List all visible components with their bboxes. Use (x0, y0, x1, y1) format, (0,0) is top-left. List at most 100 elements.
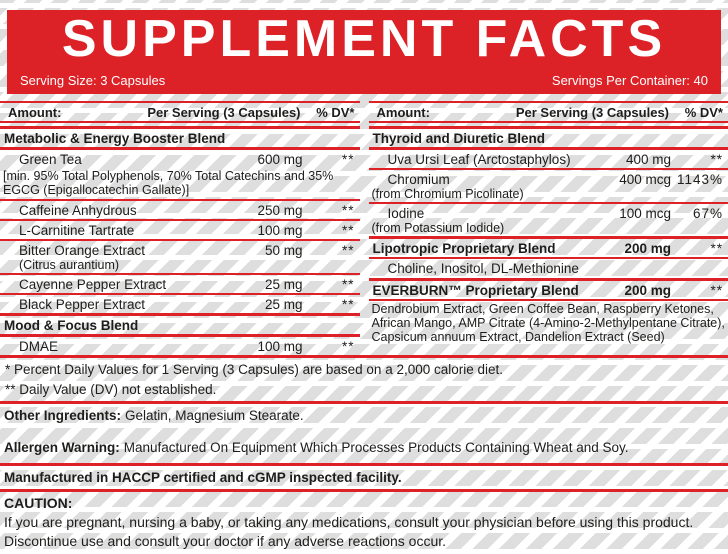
red-divider (0, 101, 360, 103)
ingredient-name: DMAE (19, 339, 59, 354)
facts-column-right: Amount: Per Serving (3 Capsules) % DV* Thyr… (368, 101, 728, 346)
amount-header: Amount: (8, 105, 62, 120)
red-divider (0, 273, 360, 275)
red-divider (0, 355, 728, 358)
caution-text: If you are pregnant, nursing a baby, or … (4, 514, 694, 549)
red-divider (0, 121, 360, 123)
ingredient-row: Green Tea 600 mg ** (0, 150, 360, 168)
column-header-row: Amount: Per Serving (3 Capsules) % DV* (0, 103, 360, 121)
red-divider (368, 278, 728, 281)
ingredient-row: Black Pepper Extract 25 mg ** (0, 295, 360, 313)
ingredient-dv: ** (341, 243, 355, 258)
ingredient-dv: ** (341, 203, 355, 218)
ingredient-amount: 100 mg (257, 223, 303, 238)
red-divider (368, 101, 728, 103)
ingredient-dv: ** (341, 277, 355, 292)
allergen-warning-label: Allergen Warning: (4, 440, 120, 455)
ingredient-dv: ** (710, 241, 723, 256)
allergen-warning-text: Manufactured On Equipment Which Processe… (123, 440, 629, 455)
ingredient-dv: ** (710, 152, 723, 167)
ingredient-dv: 1143% (676, 172, 723, 187)
ingredient-amount: 50 mg (264, 243, 303, 258)
red-divider (0, 199, 360, 201)
facts-columns: Amount: Per Serving (3 Capsules) % DV* Meta… (0, 101, 728, 355)
ingredient-amount: 400 mcg (619, 172, 671, 187)
ingredient-name: Lipotropic Proprietary Blend (372, 241, 556, 256)
red-divider (368, 202, 728, 204)
other-ingredients-label: Other Ingredients: (4, 408, 122, 423)
red-divider (368, 121, 728, 123)
red-divider (0, 126, 360, 129)
ingredient-name: Uva Ursi Leaf (Arctostaphylos) (387, 152, 571, 167)
ingredient-name: Black Pepper Extract (19, 297, 146, 312)
red-divider (0, 147, 360, 150)
column-header-row: Amount: Per Serving (3 Capsules) % DV* (369, 103, 728, 121)
ingredient-row: Caffeine Anhydrous 250 mg ** (0, 201, 360, 219)
ingredient-dv: ** (341, 339, 355, 354)
amount-header: Amount: (376, 105, 430, 120)
serving-info-row: Serving Size: 3 Capsules Servings Per Co… (20, 73, 708, 88)
red-divider (368, 168, 728, 170)
red-divider (0, 239, 360, 241)
allergen-warning-line: Allergen Warning: Manufactured On Equipme… (0, 436, 728, 463)
ingredient-row: Cayenne Pepper Extract 25 mg ** (0, 275, 360, 293)
ingredient-amount: 25 mg (264, 277, 303, 292)
ingredient-row: EVERBURN™ Proprietary Blend 200 mg ** (369, 281, 728, 299)
ingredient-amount: 25 mg (264, 297, 303, 312)
ingredient-subname: (Citrus aurantium) (19, 258, 120, 272)
caution-label: CAUTION: (4, 495, 73, 511)
ingredient-amount: 200 mg (624, 241, 671, 256)
blend-section-header: Metabolic & Energy Booster Blend (4, 131, 226, 146)
facts-column-left: Amount: Per Serving (3 Capsules) % DV* Meta… (0, 101, 360, 355)
ingredient-subname: (from Chromium Picolinate) (371, 187, 524, 201)
other-ingredients-text: Gelatin, Magnesium Stearate. (125, 408, 304, 423)
per-serving-header: Per Serving (3 Capsules) (515, 105, 669, 120)
ingredient-name: Caffeine Anhydrous (19, 203, 137, 218)
ingredient-dv: ** (341, 297, 355, 312)
red-divider (368, 126, 728, 129)
ingredient-name: Bitter Orange Extract (Citrus aurantium) (0, 243, 223, 272)
ingredient-name: L-Carnitine Tartrate (19, 223, 135, 238)
ingredient-amount: 400 mg (625, 152, 671, 167)
ingredient-name: EVERBURN™ Proprietary Blend (372, 283, 579, 298)
ingredient-row: Iodine (from Potassium Iodide) 100 mcg 67% (369, 204, 728, 236)
red-divider (0, 334, 360, 337)
red-divider (368, 147, 728, 150)
red-divider (0, 401, 728, 404)
ingredient-name: Cayenne Pepper Extract (19, 277, 167, 292)
page-title: SUPPLEMENT FACTS (61, 10, 667, 68)
other-ingredients-line: Other Ingredients: Gelatin, Magnesium Ste… (0, 404, 728, 436)
ingredient-amount: 200 mg (624, 283, 671, 298)
ingredient-row: Chromium (from Chromium Picolinate) 400 mc… (369, 170, 728, 202)
ingredient-row: Uva Ursi Leaf (Arctostaphylos) 400 mg ** (369, 150, 728, 168)
ingredient-dv: 67% (692, 206, 723, 221)
ingredient-amount: 250 mg (257, 203, 303, 218)
ingredient-row: Bitter Orange Extract (Citrus aurantium) 5… (0, 241, 360, 273)
red-divider (368, 299, 728, 301)
servings-per-container-text: Servings Per Container: 40 (551, 73, 708, 88)
ingredient-amount: 100 mcg (619, 206, 671, 221)
ingredient-amount: 600 mg (257, 152, 303, 167)
ingredient-note: Dendrobium Extract, Green Coffee Bean, R… (371, 302, 725, 344)
per-serving-header: Per Serving (3 Capsules) (147, 105, 301, 120)
red-divider (0, 293, 360, 295)
ingredient-dv: ** (341, 223, 355, 238)
red-divider (0, 313, 360, 316)
footnotes-block: * Percent Daily Values for 1 Serving (3 … (0, 358, 728, 401)
ingredient-dv: ** (710, 283, 723, 298)
ingredient-name: Iodine (from Potassium Iodide) (369, 206, 592, 235)
serving-size-text: Serving Size: 3 Capsules (20, 73, 166, 88)
footnote-percent-dv: * Percent Daily Values for 1 Serving (3 … (5, 362, 504, 377)
ingredient-name: Green Tea (19, 152, 82, 167)
dv-header: % DV* (316, 105, 355, 120)
blend-section-header: Mood & Focus Blend (4, 318, 139, 333)
red-divider (0, 489, 728, 492)
header-red-panel: SUPPLEMENT FACTS Serving Size: 3 Capsule… (7, 10, 721, 94)
red-divider (368, 236, 728, 239)
ingredient-dv: ** (341, 152, 355, 167)
blend-section-header: Thyroid and Diuretic Blend (372, 131, 546, 146)
blend-ingredients-text: Choline, Inositol, DL-Methionine (387, 261, 579, 276)
manufactured-statement: Manufactured in HACCP certified and cGMP… (4, 470, 402, 485)
ingredient-row: L-Carnitine Tartrate 100 mg ** (0, 221, 360, 239)
